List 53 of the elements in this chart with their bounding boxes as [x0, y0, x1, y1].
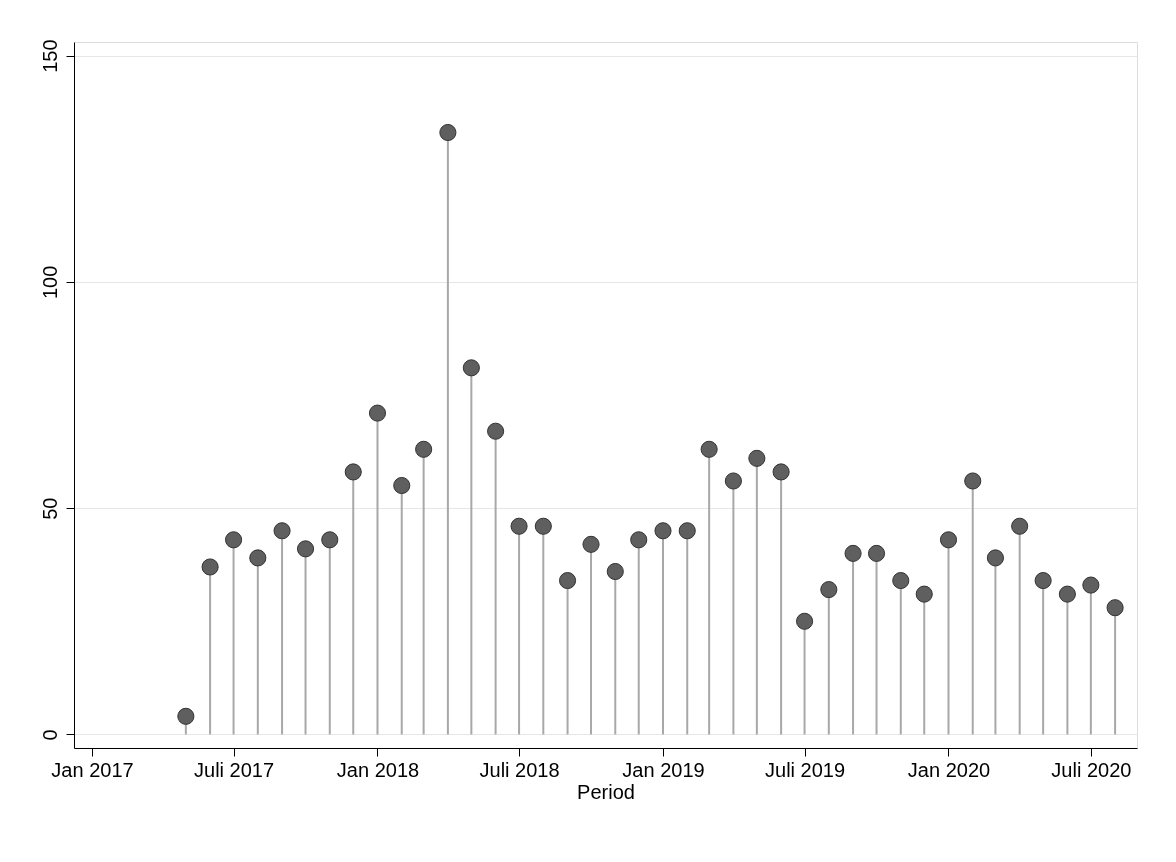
- point: [1011, 517, 1029, 535]
- point: [462, 359, 480, 377]
- point: [748, 449, 766, 467]
- point: [654, 522, 672, 540]
- y-tick-label: 100: [38, 265, 61, 300]
- y-tick-label: 150: [38, 39, 61, 73]
- point: [939, 531, 958, 549]
- point: [368, 404, 387, 422]
- point: [867, 544, 886, 562]
- point: [700, 440, 718, 458]
- point: [606, 562, 624, 581]
- point: [415, 440, 433, 458]
- point: [249, 549, 267, 567]
- y-tick-label: 0: [38, 729, 61, 741]
- x-tick-label: Juli 2019: [765, 758, 846, 781]
- point: [487, 422, 505, 440]
- point: [844, 544, 862, 562]
- point: [439, 123, 457, 142]
- x-tick-label: Jan 2018: [336, 758, 420, 781]
- point: [1082, 576, 1100, 594]
- point: [986, 549, 1004, 567]
- point: [225, 531, 243, 549]
- point: [892, 572, 910, 590]
- point: [393, 476, 411, 495]
- point: [559, 572, 577, 590]
- x-axis-title: Period: [577, 780, 635, 803]
- point: [796, 612, 814, 630]
- point: [678, 522, 696, 540]
- point: [510, 517, 528, 535]
- point: [177, 707, 195, 725]
- x-tick-label: Jan 2019: [622, 758, 705, 781]
- point: [630, 531, 648, 549]
- point: [344, 463, 362, 481]
- point: [273, 522, 291, 540]
- point: [724, 472, 742, 490]
- point: [201, 558, 219, 576]
- point: [582, 535, 600, 553]
- point: [820, 581, 838, 599]
- point: [296, 540, 315, 558]
- point: [964, 472, 982, 490]
- point: [1034, 572, 1052, 590]
- x-tick-label: Juli 2020: [1051, 758, 1132, 781]
- y-tick-label: 50: [38, 497, 61, 520]
- x-tick-label: Jan 2020: [907, 758, 991, 781]
- point: [1106, 599, 1124, 617]
- point: [1058, 585, 1076, 603]
- point: [321, 531, 339, 549]
- x-tick-label: Jan 2017: [51, 758, 134, 781]
- x-tick-label: Juli 2018: [479, 758, 560, 781]
- point: [534, 517, 552, 535]
- point: [915, 585, 933, 603]
- point: [772, 463, 790, 481]
- x-tick-label: Juli 2017: [194, 758, 275, 781]
